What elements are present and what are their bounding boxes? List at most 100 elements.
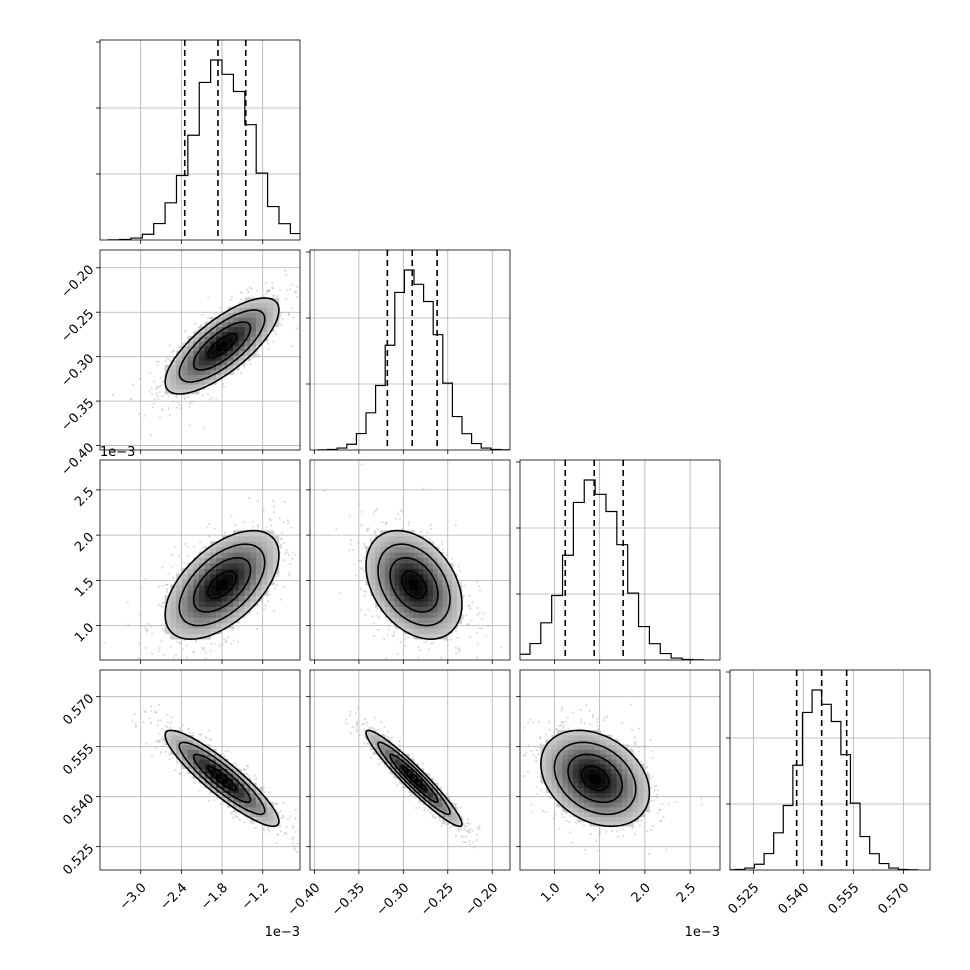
density-cell (365, 562, 372, 569)
sample-point (284, 298, 288, 301)
sample-point (459, 569, 462, 573)
sample-point (360, 567, 363, 570)
density-cell (187, 584, 194, 591)
sample-point (303, 551, 305, 553)
sample-point (288, 574, 291, 577)
density-cell (176, 739, 183, 746)
density-cell (193, 360, 200, 366)
sample-point (177, 403, 181, 406)
density-cell (394, 530, 400, 537)
density-cell (413, 573, 420, 580)
sample-point (268, 830, 271, 833)
sample-point (159, 719, 162, 722)
sample-point (467, 604, 470, 607)
density-cell (204, 568, 211, 575)
sample-point (157, 360, 160, 363)
density-cell (204, 595, 211, 602)
sample-point (158, 739, 161, 743)
density-cell (452, 606, 458, 613)
sample-point (280, 538, 283, 541)
density-cell (389, 595, 396, 602)
density-cell (447, 611, 453, 618)
sample-point (168, 753, 171, 756)
density-cell (244, 584, 251, 591)
sample-point (170, 663, 172, 665)
density-cell (233, 579, 240, 586)
density-cell (210, 326, 217, 332)
sample-point (399, 641, 402, 644)
density-cell (164, 611, 172, 618)
density-cell (428, 617, 434, 624)
density-cell (413, 584, 420, 591)
sample-point (149, 371, 152, 374)
density-cell (238, 316, 246, 323)
sample-point (241, 291, 244, 294)
density-cell (413, 568, 420, 575)
sample-point (261, 828, 265, 831)
sample-point (178, 642, 181, 645)
density-cell (250, 562, 257, 569)
sample-point (219, 306, 222, 309)
density-cell (187, 600, 194, 607)
density-cell (408, 628, 415, 635)
sample-point (459, 806, 462, 809)
density-cell (198, 628, 206, 635)
y-tick-label: −0.20 (59, 262, 98, 301)
sample-point (149, 721, 153, 725)
sample-point (160, 384, 163, 387)
density-cell (181, 611, 189, 618)
sample-point (468, 605, 471, 608)
density-cell (221, 360, 229, 366)
density-cell (238, 606, 246, 613)
sample-point (236, 640, 239, 643)
sample-point (161, 408, 164, 411)
density-cell (423, 628, 429, 635)
density-cell (404, 628, 410, 635)
density-cell (204, 622, 211, 629)
density-cell (413, 600, 420, 607)
sample-point (267, 347, 270, 350)
sample-point (272, 340, 275, 343)
density-cell (456, 600, 463, 607)
sample-point (360, 463, 363, 466)
sample-point (163, 725, 167, 728)
density-cell (216, 600, 223, 607)
panel-frame (309, 249, 511, 451)
density-cell (442, 595, 448, 602)
density-cell (389, 617, 396, 624)
density-cell (210, 374, 217, 380)
sample-point (295, 327, 298, 330)
density-cell (380, 541, 386, 548)
sample-point (370, 726, 374, 729)
density-cell (210, 787, 217, 794)
sample-point (208, 398, 212, 401)
density-cell (413, 622, 420, 629)
density-cell (187, 350, 194, 356)
sample-point (257, 525, 260, 528)
density-cell (210, 782, 217, 789)
density-cell (250, 302, 257, 308)
sample-point (262, 786, 265, 789)
density-cell (380, 600, 386, 607)
sample-point (190, 776, 193, 779)
sample-point (186, 656, 189, 659)
sample-point (243, 366, 246, 369)
density-cell (255, 312, 263, 318)
density-cell (193, 557, 200, 564)
sample-point (440, 656, 443, 659)
density-cell (428, 552, 434, 559)
sample-point (160, 640, 163, 643)
panel-2-0: 1.01.52.02.51e−3 (72, 445, 305, 665)
sample-point (480, 627, 484, 630)
density-cell (255, 802, 263, 808)
density-cell (394, 579, 400, 586)
sample-point (161, 380, 165, 383)
density-cell (442, 568, 448, 575)
density-cell (233, 355, 240, 361)
density-cell (227, 617, 234, 624)
density-cell (418, 606, 424, 613)
density-cell (233, 797, 240, 803)
sample-point (301, 841, 303, 843)
density-cell (272, 552, 280, 559)
density-cell (267, 541, 274, 548)
